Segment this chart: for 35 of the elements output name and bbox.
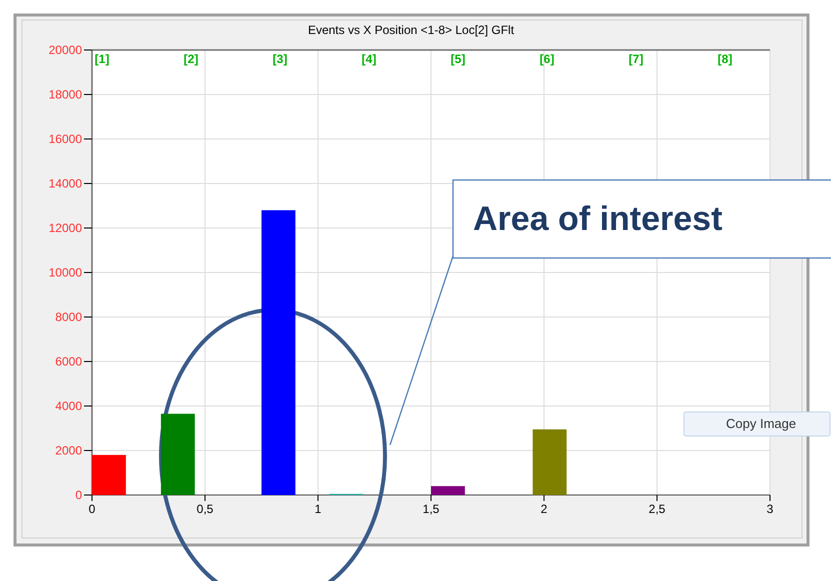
x-tick-label: 2 <box>540 502 548 516</box>
y-tick-label: 16000 <box>48 132 82 146</box>
bar <box>431 486 465 495</box>
annotation: [3] <box>272 52 288 66</box>
annotation: [2] <box>184 52 198 66</box>
x-tick-label: 3 <box>766 502 774 516</box>
chart-title: Events vs X Position <1-8> Loc[2] GFlt <box>308 23 515 37</box>
y-tick-label: 18000 <box>48 88 82 102</box>
annotation: Area of interest <box>473 200 722 238</box>
annotation: [6] <box>540 52 554 66</box>
y-tick-label: 20000 <box>48 43 82 58</box>
y-tick-label: 12000 <box>48 221 82 236</box>
x-tick-label: 1,5 <box>422 502 440 516</box>
bar <box>262 210 296 495</box>
x-tick-label: 0 <box>88 502 96 516</box>
bar <box>532 429 567 495</box>
annotation: [1] <box>94 52 110 66</box>
annotation: [4] <box>362 52 376 66</box>
y-tick-label: 14000 <box>48 176 82 191</box>
annotation: [8] <box>718 52 732 66</box>
annotation: Copy Image <box>726 416 796 431</box>
y-tick-label: 2000 <box>55 444 82 458</box>
y-tick-label: 8000 <box>55 310 82 324</box>
copy-image-button: Copy Image <box>684 412 830 436</box>
y-tick-label: 4000 <box>55 399 82 414</box>
bar <box>92 454 126 495</box>
y-tick-label: 10000 <box>48 266 82 280</box>
bar <box>160 414 195 495</box>
y-tick-label: 0 <box>75 488 82 502</box>
x-tick-label: 2,5 <box>648 502 666 516</box>
annotation: [5] <box>450 52 466 66</box>
x-tick-label: 1 <box>314 502 322 516</box>
annotation: [7] <box>628 52 644 66</box>
x-tick-label: 0,5 <box>196 502 214 516</box>
y-tick-label: 6000 <box>55 354 82 369</box>
